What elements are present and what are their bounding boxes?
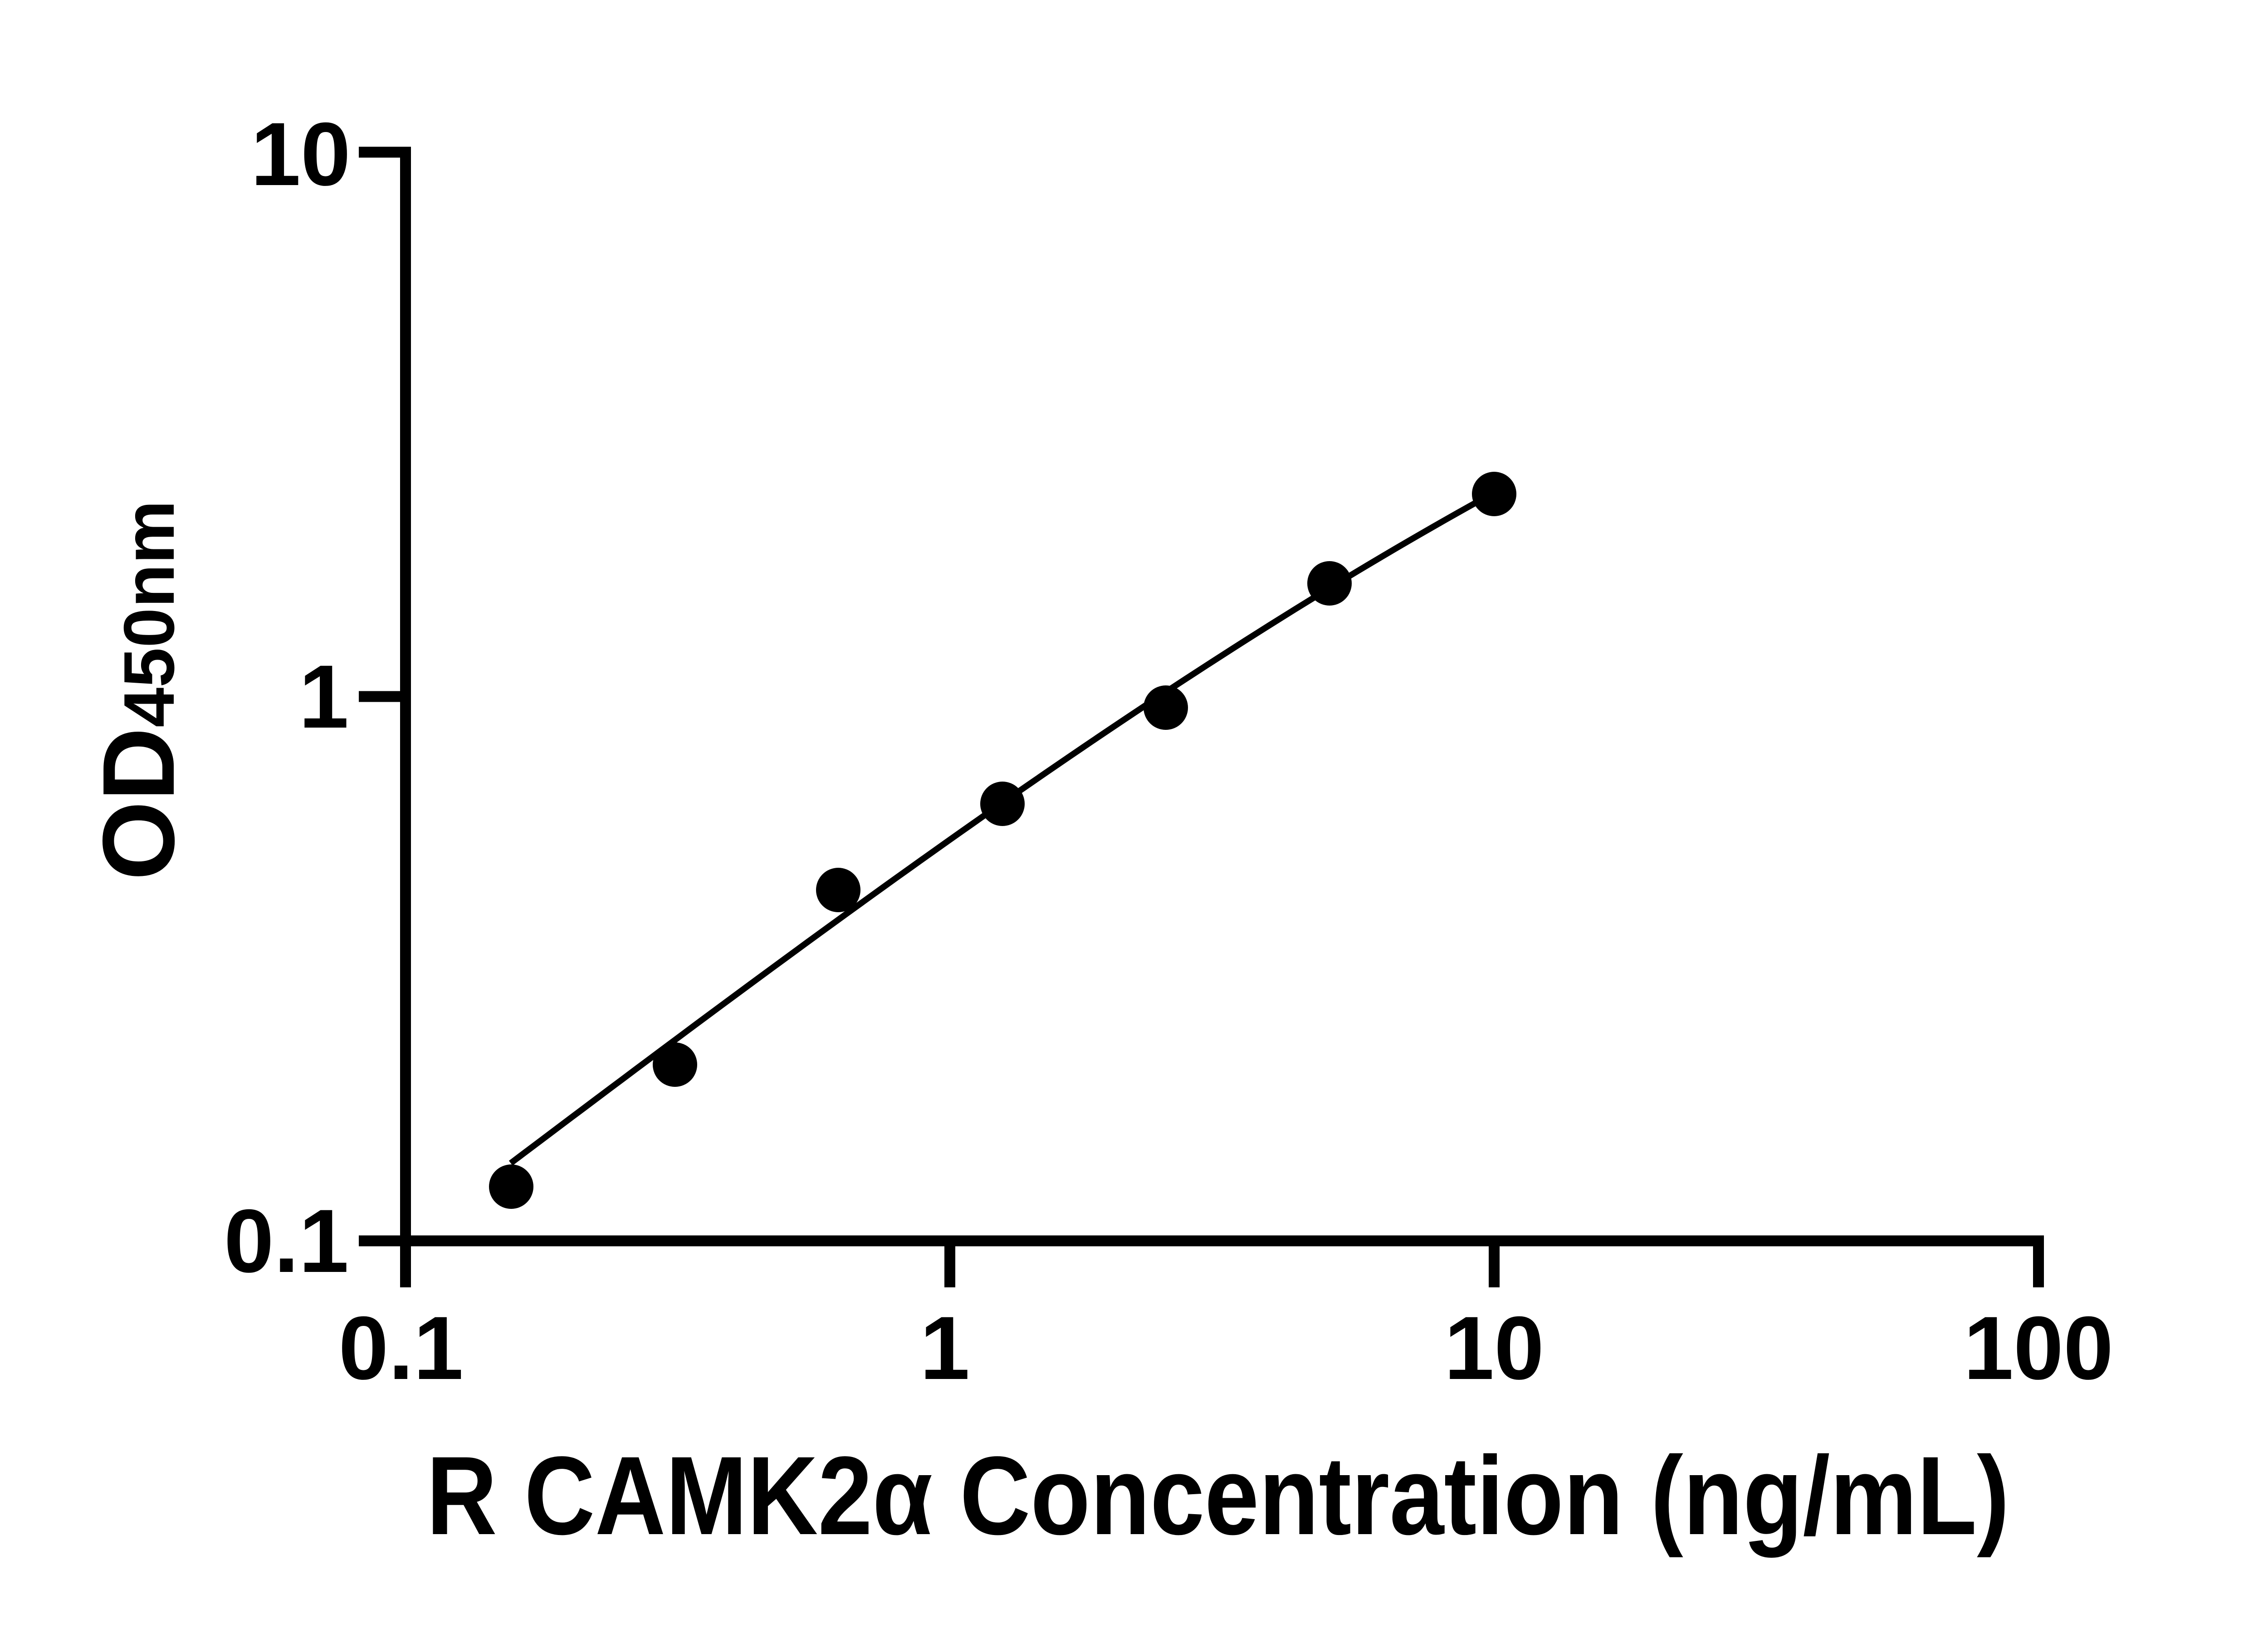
svg-text:0.1: 0.1 xyxy=(224,1191,349,1291)
svg-text:0.1: 0.1 xyxy=(338,1298,463,1398)
svg-text:10: 10 xyxy=(1444,1298,1544,1398)
svg-text:10: 10 xyxy=(251,104,351,204)
svg-text:1: 1 xyxy=(299,646,349,747)
svg-text:100: 100 xyxy=(1964,1298,2113,1398)
svg-text:R CAMK2α Concentration (ng/mL): R CAMK2α Concentration (ng/mL) xyxy=(426,1433,2009,1558)
svg-text:1: 1 xyxy=(920,1298,970,1398)
